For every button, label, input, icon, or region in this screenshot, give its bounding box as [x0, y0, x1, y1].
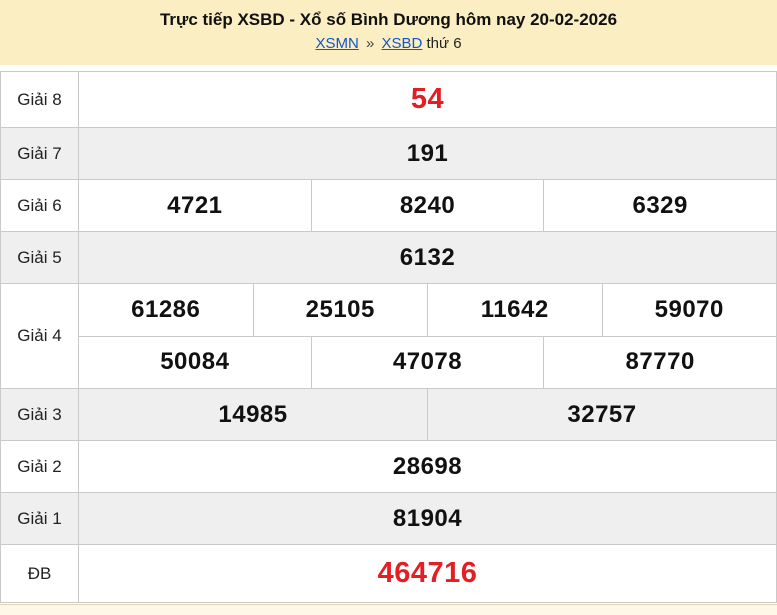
prize-label-giai-1: Giải 1: [1, 493, 79, 544]
prize-number-giai-6-1: 4721: [167, 191, 223, 219]
prize-number-giai-8: 54: [410, 83, 445, 115]
prize-label-giai-5: Giải 5: [1, 232, 79, 283]
breadcrumb-separator: »: [365, 35, 375, 52]
results-table: Giải 8 54 Giải 7 191 Giải 6 4721 8240 63…: [0, 71, 777, 603]
prize-row-giai-3: Giải 3 14985 32757: [1, 388, 776, 440]
prize-row-giai-1: Giải 1 81904: [1, 492, 776, 544]
prize-number-giai-6-3: 6329: [543, 180, 776, 231]
prize-number-giai-5: 6132: [399, 243, 456, 271]
prize-label-giai-6: Giải 6: [1, 180, 79, 231]
breadcrumb-link-xsmn[interactable]: XSMN: [315, 35, 359, 52]
prize-label-dac-biet: ĐB: [1, 545, 79, 602]
prize-label-giai-7: Giải 7: [1, 128, 79, 179]
prize-row-giai-4: Giải 4 61286 25105 11642 59070 50084 470…: [1, 283, 776, 388]
prize-row-giai-6: Giải 6 4721 8240 6329: [1, 179, 776, 231]
prize-row-giai-8: Giải 8 54: [1, 72, 776, 127]
prize-number-giai-4-1: 61286: [131, 295, 201, 323]
prize-number-giai-4-5: 50084: [160, 348, 230, 376]
prize-number-giai-7: 191: [406, 139, 449, 167]
prize-row-giai-7: Giải 7 191: [1, 127, 776, 179]
prize-number-dac-biet: 464716: [377, 557, 478, 589]
prize-number-giai-1: 81904: [392, 504, 463, 532]
prize-number-giai-4-2: 25105: [252, 284, 428, 336]
breadcrumb: XSMN » XSBD thứ 6: [0, 32, 777, 56]
prize-number-giai-2: 28698: [392, 452, 463, 480]
prize-number-giai-4-6: 47078: [310, 336, 544, 388]
prize-label-giai-4: Giải 4: [1, 284, 79, 388]
header: Trực tiếp XSBD - Xổ số Bình Dương hôm na…: [0, 0, 777, 65]
next-section-strip: [0, 604, 777, 615]
prize-row-dac-biet: ĐB 464716: [1, 544, 776, 602]
prize-label-giai-2: Giải 2: [1, 441, 79, 492]
breadcrumb-day-label: thứ 6: [426, 35, 462, 52]
prize-label-giai-8: Giải 8: [1, 72, 79, 127]
prize-number-giai-6-2: 8240: [310, 180, 544, 231]
prize-label-giai-3: Giải 3: [1, 389, 79, 440]
prize-number-giai-3-2: 32757: [427, 389, 776, 440]
prize-row-giai-5: Giải 5 6132: [1, 231, 776, 283]
prize-row-giai-2: Giải 2 28698: [1, 440, 776, 492]
page-title: Trực tiếp XSBD - Xổ số Bình Dương hôm na…: [159, 10, 618, 29]
prize-number-giai-4-7: 87770: [543, 336, 776, 388]
breadcrumb-link-xsbd[interactable]: XSBD: [381, 35, 423, 52]
prize-number-giai-3-1: 14985: [218, 400, 288, 428]
prize-number-giai-4-3: 11642: [427, 284, 602, 336]
prize-number-giai-4-4: 59070: [601, 284, 777, 336]
